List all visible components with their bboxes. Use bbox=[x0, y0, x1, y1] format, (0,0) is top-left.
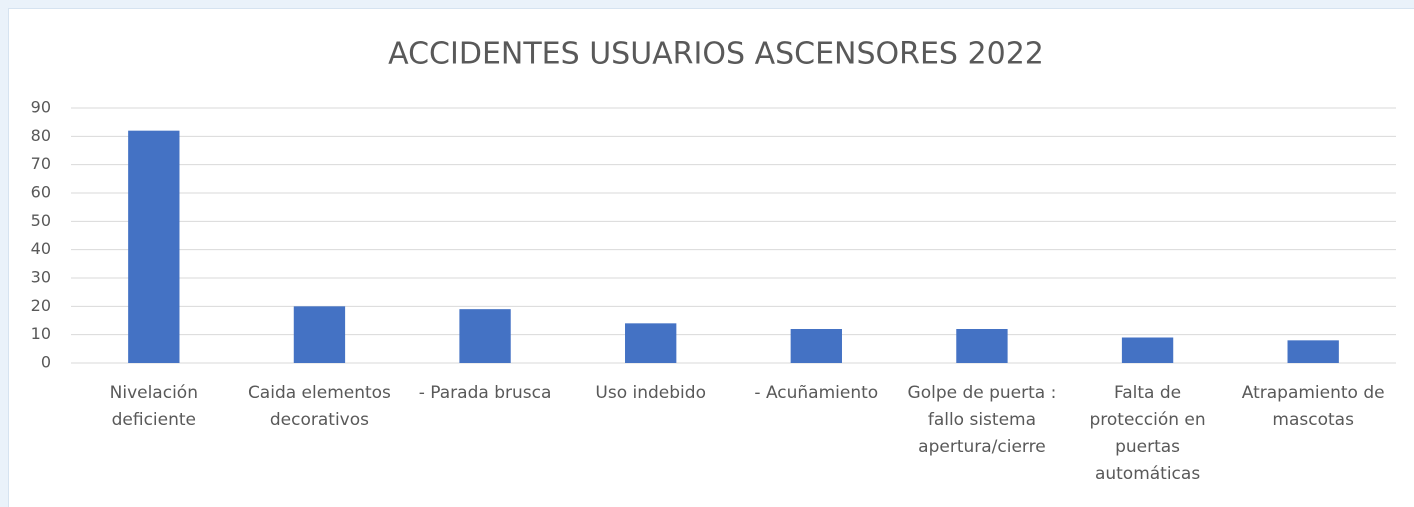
y-tick-label: 10 bbox=[31, 324, 51, 343]
x-tick-label: Atrapamiento de mascotas bbox=[1241, 383, 1385, 430]
x-tick-label: Uso indebido bbox=[595, 383, 706, 403]
x-tick-label: Caida elementos decorativos bbox=[247, 383, 391, 430]
y-tick-label: 30 bbox=[31, 268, 51, 287]
y-tick-label: 0 bbox=[41, 353, 51, 372]
bar bbox=[459, 309, 511, 363]
y-tick-label: 90 bbox=[31, 98, 51, 117]
bar bbox=[1287, 340, 1339, 363]
x-tick-label: - Acuñamiento bbox=[754, 383, 879, 403]
bar bbox=[128, 130, 180, 363]
bar bbox=[293, 306, 346, 363]
y-tick-label: 20 bbox=[31, 296, 51, 315]
x-tick-label: - Parada brusca bbox=[418, 383, 552, 403]
bar bbox=[790, 329, 842, 363]
y-tick-label: 80 bbox=[31, 126, 51, 145]
x-tick-label: Nivelación deficiente bbox=[109, 383, 198, 430]
y-tick-label: 40 bbox=[31, 239, 51, 258]
x-tick-label: Falta de protección en puertas automátic… bbox=[1089, 383, 1206, 484]
y-tick-label: 70 bbox=[31, 154, 51, 173]
bar bbox=[1121, 337, 1174, 363]
y-tick-label: 60 bbox=[31, 183, 51, 202]
chart-title: ACCIDENTES USUARIOS ASCENSORES 2022 bbox=[388, 37, 1044, 72]
y-tick-label: 50 bbox=[31, 211, 51, 230]
chart-area: ACCIDENTES USUARIOS ASCENSORES 2022 0 10 2… bbox=[8, 8, 1414, 507]
chart: ACCIDENTES USUARIOS ASCENSORES 2022 0 10 2… bbox=[31, 37, 1396, 372]
bar bbox=[625, 323, 677, 363]
bar bbox=[956, 329, 1008, 363]
x-tick-label: Golpe de puerta : fallo sistema apertura… bbox=[907, 383, 1057, 457]
